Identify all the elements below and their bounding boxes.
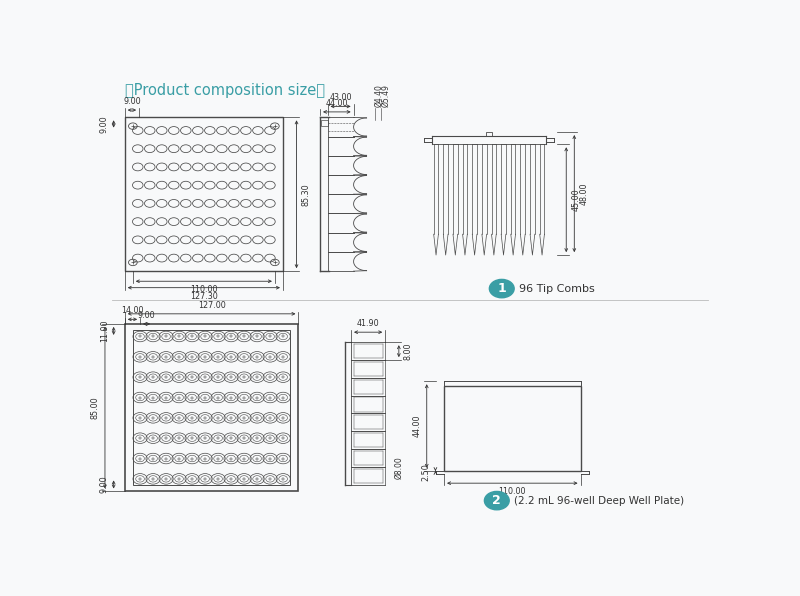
Bar xyxy=(486,132,492,136)
Text: 11.00: 11.00 xyxy=(100,319,109,342)
Circle shape xyxy=(485,492,510,510)
Text: 96 Tip Combs: 96 Tip Combs xyxy=(519,284,595,294)
Text: 9.00: 9.00 xyxy=(100,476,109,493)
Bar xyxy=(322,120,327,126)
Text: Ø8.00: Ø8.00 xyxy=(394,457,403,479)
Bar xyxy=(125,117,283,271)
Bar xyxy=(133,330,290,486)
Text: 43.00: 43.00 xyxy=(330,93,352,103)
Text: 1: 1 xyxy=(498,282,506,295)
Text: 14.00: 14.00 xyxy=(121,306,144,315)
Bar xyxy=(444,386,581,471)
Text: 85.30: 85.30 xyxy=(302,183,310,206)
Text: 2: 2 xyxy=(493,494,501,507)
Text: 127.00: 127.00 xyxy=(198,301,226,310)
Text: 45.00: 45.00 xyxy=(571,188,580,211)
Text: 41.90: 41.90 xyxy=(357,319,379,328)
Text: 2.50: 2.50 xyxy=(422,464,430,481)
Text: 9.00: 9.00 xyxy=(138,311,155,320)
Text: 110.00: 110.00 xyxy=(498,488,526,496)
Text: 48.00: 48.00 xyxy=(579,182,588,205)
Text: Ø4.40: Ø4.40 xyxy=(374,85,384,107)
Text: 44.00: 44.00 xyxy=(413,415,422,437)
Text: Ø5.49: Ø5.49 xyxy=(382,85,390,107)
Circle shape xyxy=(490,280,514,298)
Text: 8.00: 8.00 xyxy=(404,343,413,360)
Text: 127.30: 127.30 xyxy=(190,292,218,301)
Text: 110.00: 110.00 xyxy=(190,285,218,294)
Text: 【Product composition size】: 【Product composition size】 xyxy=(125,83,325,98)
Text: 44.00: 44.00 xyxy=(326,99,348,108)
Text: 9.00: 9.00 xyxy=(100,115,109,133)
Text: 85.00: 85.00 xyxy=(91,396,100,419)
Text: 9.00: 9.00 xyxy=(123,97,141,106)
Text: (2.2 mL 96-well Deep Well Plate): (2.2 mL 96-well Deep Well Plate) xyxy=(514,496,684,505)
Bar xyxy=(125,324,298,492)
